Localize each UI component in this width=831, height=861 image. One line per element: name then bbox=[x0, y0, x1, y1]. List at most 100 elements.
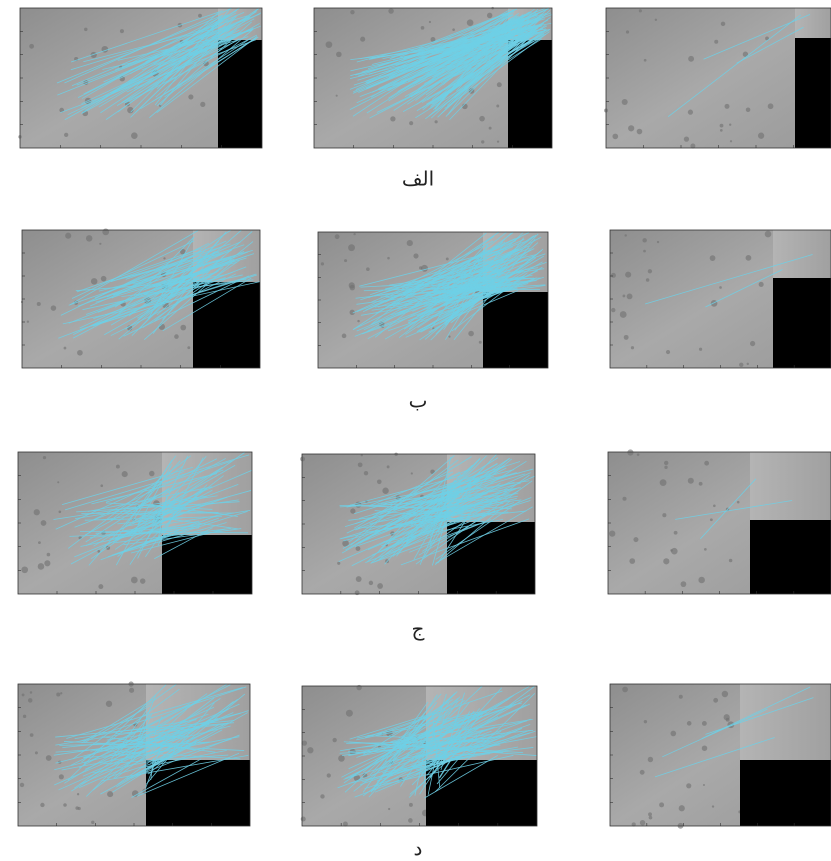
image-right bbox=[795, 8, 831, 38]
texture bbox=[47, 553, 51, 557]
texture bbox=[320, 794, 324, 798]
texture bbox=[729, 559, 733, 563]
texture bbox=[421, 26, 425, 30]
texture bbox=[612, 134, 618, 140]
texture bbox=[101, 276, 107, 282]
match-panel bbox=[318, 232, 548, 368]
texture bbox=[674, 531, 678, 535]
texture bbox=[468, 331, 474, 337]
texture bbox=[408, 818, 413, 823]
texture bbox=[611, 273, 616, 278]
texture bbox=[98, 584, 103, 589]
black-region bbox=[162, 535, 252, 594]
texture bbox=[388, 8, 393, 13]
texture bbox=[51, 305, 56, 310]
texture bbox=[623, 295, 626, 298]
black-region bbox=[146, 760, 250, 826]
texture bbox=[640, 820, 645, 825]
match-panel bbox=[18, 8, 262, 148]
texture bbox=[622, 687, 628, 693]
texture bbox=[729, 124, 731, 126]
texture bbox=[59, 510, 62, 513]
texture bbox=[35, 751, 38, 754]
texture bbox=[57, 481, 59, 483]
texture bbox=[660, 479, 667, 486]
image-right bbox=[740, 684, 831, 760]
texture bbox=[344, 259, 347, 262]
texture bbox=[358, 462, 363, 467]
texture bbox=[91, 821, 94, 824]
texture bbox=[657, 241, 659, 243]
texture bbox=[390, 116, 395, 121]
texture bbox=[631, 346, 634, 349]
texture bbox=[710, 518, 713, 521]
texture bbox=[687, 721, 692, 726]
texture bbox=[699, 348, 702, 351]
texture bbox=[479, 116, 485, 122]
texture bbox=[497, 82, 502, 87]
texture bbox=[56, 692, 60, 696]
texture bbox=[720, 129, 723, 132]
texture bbox=[84, 28, 87, 31]
texture bbox=[336, 95, 338, 97]
texture bbox=[40, 803, 44, 807]
texture bbox=[702, 745, 708, 751]
texture bbox=[648, 269, 652, 273]
texture bbox=[346, 710, 353, 717]
texture bbox=[307, 747, 313, 753]
image-right bbox=[750, 452, 831, 520]
texture bbox=[198, 14, 202, 18]
texture bbox=[335, 234, 340, 239]
texture bbox=[27, 321, 29, 323]
texture bbox=[387, 465, 390, 468]
texture bbox=[46, 755, 52, 761]
texture bbox=[65, 233, 71, 239]
texture bbox=[479, 341, 482, 344]
texture bbox=[38, 563, 45, 570]
texture bbox=[627, 293, 633, 299]
texture bbox=[725, 104, 730, 109]
texture bbox=[627, 449, 633, 455]
texture bbox=[413, 253, 418, 258]
texture bbox=[369, 581, 373, 585]
texture bbox=[713, 698, 718, 703]
texture bbox=[388, 808, 390, 810]
texture bbox=[23, 715, 26, 718]
black-region bbox=[193, 282, 260, 368]
texture bbox=[64, 133, 68, 137]
texture bbox=[338, 755, 345, 762]
match-panel bbox=[314, 7, 552, 148]
texture bbox=[60, 692, 62, 694]
texture bbox=[664, 461, 668, 465]
texture bbox=[30, 733, 34, 737]
texture bbox=[724, 714, 730, 720]
texture bbox=[639, 9, 642, 12]
texture bbox=[34, 509, 40, 515]
texture bbox=[350, 285, 356, 291]
caption: الف bbox=[402, 167, 434, 191]
texture bbox=[59, 774, 64, 779]
texture bbox=[649, 816, 653, 820]
match-panel bbox=[18, 681, 250, 826]
texture bbox=[446, 257, 449, 260]
texture bbox=[711, 300, 718, 307]
texture bbox=[448, 336, 450, 338]
texture bbox=[747, 363, 749, 365]
texture bbox=[409, 803, 413, 807]
texture bbox=[321, 262, 324, 265]
texture bbox=[688, 56, 694, 62]
texture bbox=[467, 19, 474, 26]
texture bbox=[360, 37, 365, 42]
black-region bbox=[795, 38, 831, 148]
texture bbox=[703, 784, 705, 786]
texture bbox=[628, 125, 634, 131]
texture bbox=[20, 783, 24, 787]
caption: د bbox=[414, 837, 423, 861]
texture bbox=[487, 13, 492, 18]
texture bbox=[633, 537, 638, 542]
black-region bbox=[218, 40, 262, 148]
match-panel bbox=[18, 452, 252, 594]
texture bbox=[759, 282, 764, 287]
texture bbox=[336, 52, 342, 58]
caption: ج bbox=[412, 617, 425, 641]
